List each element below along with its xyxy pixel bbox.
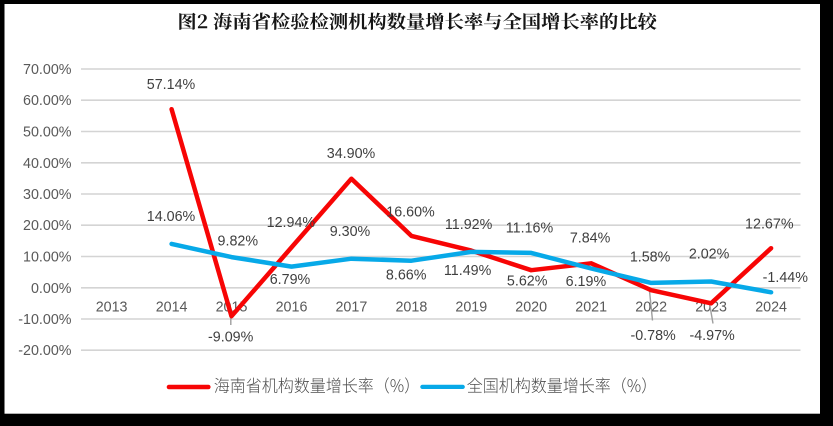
- svg-text:1.58%: 1.58%: [630, 249, 671, 265]
- svg-text:-1.44%: -1.44%: [763, 270, 809, 286]
- svg-text:12.67%: 12.67%: [745, 217, 794, 233]
- svg-text:8.66%: 8.66%: [386, 268, 427, 284]
- svg-text:9.82%: 9.82%: [218, 234, 259, 250]
- svg-text:70.00%: 70.00%: [23, 62, 72, 78]
- svg-text:40.00%: 40.00%: [23, 156, 72, 172]
- svg-text:-4.97%: -4.97%: [689, 328, 735, 344]
- svg-text:2017: 2017: [335, 300, 367, 316]
- svg-text:2013: 2013: [96, 300, 128, 316]
- svg-text:2015: 2015: [216, 300, 248, 316]
- svg-text:11.92%: 11.92%: [445, 217, 493, 233]
- svg-text:57.14%: 57.14%: [147, 77, 196, 93]
- svg-text:9.30%: 9.30%: [330, 224, 371, 240]
- svg-text:2.02%: 2.02%: [689, 246, 730, 262]
- svg-text:-20.00%: -20.00%: [18, 343, 72, 359]
- svg-text:0.00%: 0.00%: [31, 281, 72, 297]
- svg-text:50.00%: 50.00%: [23, 125, 72, 141]
- svg-text:7.84%: 7.84%: [570, 230, 611, 246]
- svg-text:14.06%: 14.06%: [147, 209, 196, 225]
- svg-text:2021: 2021: [575, 300, 607, 316]
- svg-text:-9.09%: -9.09%: [208, 330, 254, 346]
- svg-text:20.00%: 20.00%: [23, 218, 72, 234]
- svg-text:34.90%: 34.90%: [327, 146, 376, 162]
- svg-text:6.79%: 6.79%: [270, 272, 311, 288]
- svg-text:10.00%: 10.00%: [23, 250, 72, 266]
- svg-text:-10.00%: -10.00%: [18, 312, 72, 328]
- svg-text:2024: 2024: [755, 300, 787, 316]
- svg-text:12.94%: 12.94%: [267, 215, 316, 231]
- svg-text:5.62%: 5.62%: [507, 273, 548, 289]
- svg-text:2016: 2016: [276, 300, 308, 316]
- svg-text:6.19%: 6.19%: [566, 274, 607, 290]
- svg-text:16.60%: 16.60%: [386, 205, 435, 221]
- svg-text:2020: 2020: [515, 300, 547, 316]
- svg-text:11.49%: 11.49%: [444, 263, 492, 279]
- svg-text:60.00%: 60.00%: [23, 93, 72, 109]
- svg-text:-0.78%: -0.78%: [630, 328, 676, 344]
- svg-text:2018: 2018: [395, 300, 427, 316]
- svg-text:30.00%: 30.00%: [23, 187, 72, 203]
- svg-text:11.16%: 11.16%: [506, 221, 554, 237]
- svg-text:2019: 2019: [455, 300, 487, 316]
- svg-text:2014: 2014: [156, 300, 188, 316]
